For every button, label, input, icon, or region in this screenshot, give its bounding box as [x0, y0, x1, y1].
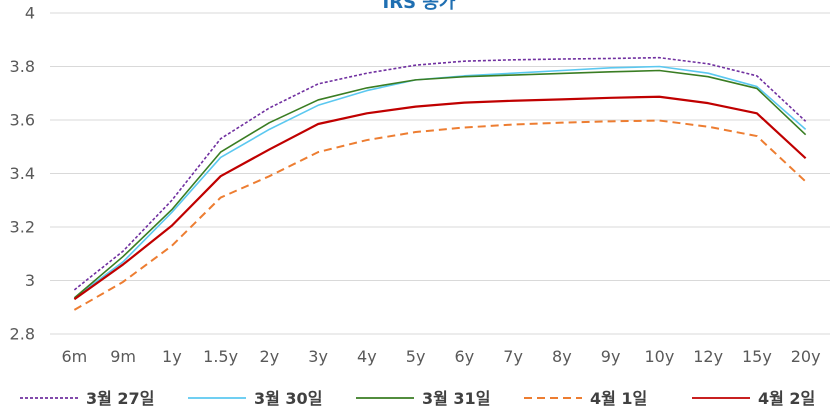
- legend-label: 3월 27일: [86, 389, 154, 408]
- y-tick-label: 4: [25, 4, 35, 23]
- y-tick-label: 3.4: [10, 164, 35, 183]
- y-tick-label: 3.2: [10, 218, 35, 237]
- y-tick-label: 2.8: [10, 325, 35, 344]
- series-line-4: [73, 119, 807, 311]
- chart-title: IRS 동가: [383, 0, 456, 13]
- x-tick-label: 6m: [61, 347, 87, 366]
- legend-label: 3월 31일: [422, 389, 490, 408]
- y-tick-label: 3: [25, 271, 35, 290]
- legend: 3월 27일 3월 30일 3월 31일 4월 1일 4월 2일: [20, 389, 815, 408]
- legend-label: 4월 1일: [590, 389, 647, 408]
- x-tick-label: 20y: [791, 347, 821, 366]
- x-tick-label: 15y: [742, 347, 772, 366]
- series-lines: [73, 56, 807, 311]
- series-line-3: [73, 69, 807, 299]
- x-tick-label: 10y: [644, 347, 674, 366]
- gridlines: [50, 12, 830, 335]
- x-tick-label: 1y: [162, 347, 182, 366]
- x-tick-label: 12y: [693, 347, 723, 366]
- y-axis-tick-labels: 2.8 3 3.2 3.4 3.6 3.8 4: [10, 4, 35, 344]
- x-tick-label: 5y: [406, 347, 426, 366]
- x-tick-label: 4y: [357, 347, 377, 366]
- x-tick-label: 8y: [552, 347, 572, 366]
- x-axis-tick-labels: 6m 9m 1y 1.5y 2y 3y 4y 5y 6y 7y 8y 9y 10y 12y 15y 20y: [61, 347, 820, 366]
- x-tick-label: 3y: [308, 347, 328, 366]
- legend-label: 3월 30일: [254, 389, 322, 408]
- x-tick-label: 2y: [260, 347, 280, 366]
- x-tick-label: 1.5y: [203, 347, 238, 366]
- x-tick-label: 9m: [110, 347, 136, 366]
- x-tick-label: 9y: [601, 347, 621, 366]
- x-tick-label: 6y: [455, 347, 475, 366]
- y-tick-label: 3.6: [10, 111, 35, 130]
- y-tick-label: 3.8: [10, 57, 35, 76]
- series-line-5: [73, 95, 807, 301]
- legend-label: 4월 2일: [758, 389, 815, 408]
- x-tick-label: 7y: [503, 347, 523, 366]
- series-line-1: [73, 56, 807, 291]
